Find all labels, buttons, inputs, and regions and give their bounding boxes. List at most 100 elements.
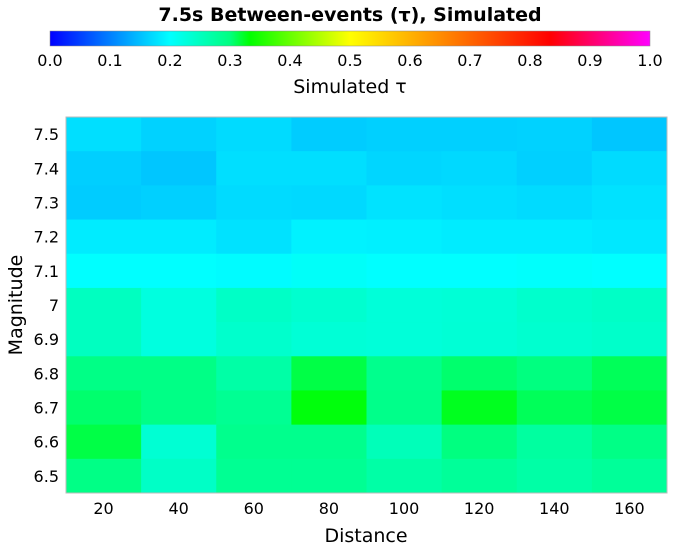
- heatmap-cell: [441, 322, 518, 357]
- heatmap-cell: [66, 253, 142, 289]
- heatmap-cells: [66, 117, 668, 494]
- heatmap-cell: [141, 151, 217, 186]
- heatmap-cell: [591, 219, 668, 255]
- heatmap-cell: [291, 117, 368, 152]
- colorbar-tick-label: 0.8: [517, 51, 542, 70]
- heatmap-cell: [516, 322, 593, 357]
- heatmap-cell: [141, 424, 217, 460]
- x-tick-labels: 20 40 60 80 100 120 140 160: [93, 499, 644, 518]
- colorbar-tick-label: 0.1: [97, 51, 122, 70]
- y-tick-label: 6.8: [34, 364, 59, 383]
- heatmap-cell: [291, 185, 368, 221]
- heatmap-cell: [441, 287, 518, 323]
- heatmap-cell: [216, 253, 292, 289]
- heatmap-cell: [591, 287, 668, 323]
- heatmap-cell: [366, 458, 443, 494]
- heatmap-cell: [591, 390, 668, 426]
- heatmap-cell: [66, 151, 142, 186]
- heatmap-cell: [441, 219, 518, 255]
- heatmap-cell: [216, 390, 292, 426]
- heatmap-cell: [141, 185, 217, 221]
- colorbar-tick-label: 0.0: [37, 51, 62, 70]
- heatmap-cell: [66, 219, 142, 255]
- y-tick-label: 7: [49, 296, 59, 315]
- heatmap-cell: [591, 185, 668, 221]
- heatmap-cell: [291, 219, 368, 255]
- heatmap-cell: [291, 151, 368, 186]
- heatmap-cell: [441, 117, 518, 152]
- heatmap-cell: [291, 356, 368, 391]
- heatmap-cell: [441, 151, 518, 186]
- heatmap-cell: [441, 356, 518, 391]
- heatmap-cell: [141, 287, 217, 323]
- heatmap-cell: [216, 424, 292, 460]
- y-tick-label: 6.7: [34, 399, 59, 418]
- colorbar-tick-label: 0.4: [277, 51, 302, 70]
- heatmap-cell: [291, 287, 368, 323]
- heatmap-cell: [366, 390, 443, 426]
- colorbar-tick-label: 0.9: [577, 51, 602, 70]
- heatmap-cell: [516, 458, 593, 494]
- heatmap-cell: [216, 219, 292, 255]
- heatmap-cell: [66, 117, 142, 152]
- heatmap-cell: [366, 185, 443, 221]
- x-tick-label: 80: [319, 499, 339, 518]
- heatmap-cell: [216, 356, 292, 391]
- plot-frame: [65, 116, 668, 494]
- y-tick-label: 6.6: [34, 433, 59, 452]
- x-tick-label: 40: [169, 499, 189, 518]
- heatmap-cell: [591, 117, 668, 152]
- heatmap-cell: [366, 287, 443, 323]
- heatmap-cell: [216, 322, 292, 357]
- heatmap-cell: [291, 390, 368, 426]
- heatmap-cell: [591, 458, 668, 494]
- heatmap-cell: [141, 390, 217, 426]
- heatmap-cell: [216, 185, 292, 221]
- y-tick-label: 6.9: [34, 330, 59, 349]
- heatmap-cell: [141, 322, 217, 357]
- x-axis-label: Distance: [324, 525, 407, 547]
- heatmap-cell: [291, 424, 368, 460]
- y-tick-label: 7.4: [34, 159, 59, 178]
- colorbar-tick-label: 1.0: [637, 51, 662, 70]
- x-tick-label: 100: [389, 499, 420, 518]
- y-tick-label: 7.2: [34, 228, 59, 247]
- heatmap-cell: [66, 287, 142, 323]
- colorbar-tick-label: 0.5: [337, 51, 362, 70]
- y-tick-label: 6.5: [34, 467, 59, 486]
- heatmap-cell: [591, 322, 668, 357]
- heatmap-cell: [66, 424, 142, 460]
- heatmap-cell: [366, 151, 443, 186]
- heatmap-cell: [441, 458, 518, 494]
- heatmap-cell: [366, 356, 443, 391]
- heatmap-cell: [516, 253, 593, 289]
- colorbar-tick-label: 0.7: [457, 51, 482, 70]
- y-tick-labels: 7.5 7.4 7.3 7.2 7.1 7 6.9 6.8 6.7 6.6 6.5: [34, 125, 59, 486]
- x-tick-label: 140: [539, 499, 570, 518]
- heatmap-cell: [591, 253, 668, 289]
- heatmap-cell: [141, 117, 217, 152]
- x-tick-label: 20: [93, 499, 113, 518]
- heatmap-cell: [216, 151, 292, 186]
- heatmap-cell: [441, 185, 518, 221]
- colorbar-tick-label: 0.3: [217, 51, 242, 70]
- y-tick-label: 7.3: [34, 193, 59, 212]
- heatmap-cell: [441, 424, 518, 460]
- heatmap-cell: [516, 151, 593, 186]
- heatmap-cell: [591, 424, 668, 460]
- heatmap-cell: [366, 322, 443, 357]
- heatmap-cell: [591, 151, 668, 186]
- colorbar: [49, 30, 651, 47]
- heatmap-cell: [591, 356, 668, 391]
- heatmap-cell: [141, 356, 217, 391]
- x-tick-label: 60: [244, 499, 264, 518]
- heatmap-cell: [291, 322, 368, 357]
- heatmap-cell: [516, 117, 593, 152]
- heatmap-cell: [141, 458, 217, 494]
- x-tick-label: 120: [464, 499, 495, 518]
- heatmap-cell: [66, 458, 142, 494]
- heatmap-cell: [516, 287, 593, 323]
- colorbar-ticks: 0.0 0.1 0.2 0.3 0.4 0.5 0.6 0.7 0.8 0.9 1.0: [37, 51, 662, 70]
